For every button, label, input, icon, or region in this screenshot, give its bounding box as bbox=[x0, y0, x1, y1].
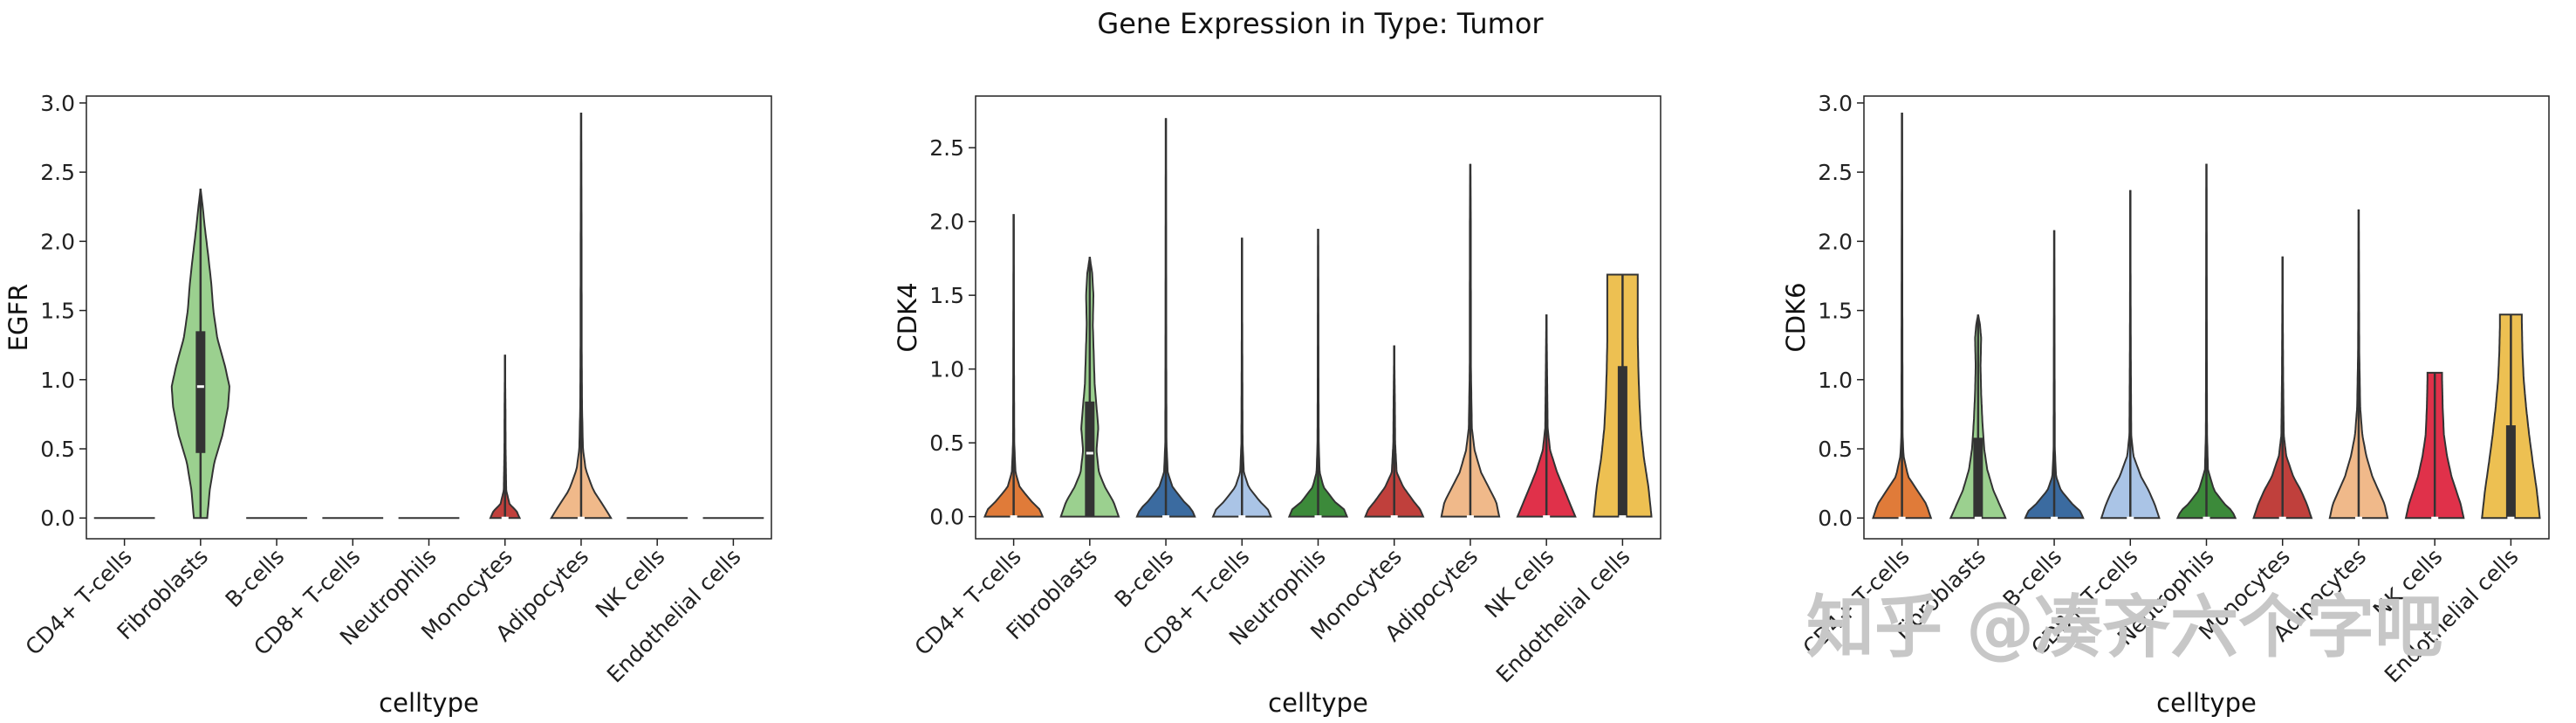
violin-cd4-t-cells bbox=[983, 214, 1045, 519]
y-tick-label: 0.5 bbox=[929, 430, 964, 456]
violin-fibroblasts bbox=[170, 189, 230, 520]
violin-neutrophils bbox=[1287, 229, 1349, 519]
violin-iqr-box bbox=[195, 331, 206, 453]
y-tick-label: 1.5 bbox=[929, 283, 964, 308]
y-tick-label: 0.5 bbox=[1818, 437, 1853, 462]
y-tick-label: 2.5 bbox=[40, 160, 75, 185]
axes-frame bbox=[86, 95, 772, 540]
y-tick-label: 2.0 bbox=[1818, 229, 1853, 254]
y-tick-label: 3.0 bbox=[40, 91, 75, 116]
axes-frame bbox=[975, 95, 1661, 540]
violin-cd4-t-cells bbox=[1872, 113, 1933, 520]
y-axis-label: EGFR bbox=[3, 284, 33, 352]
x-tick-label: CD4+ T-cells bbox=[910, 544, 1026, 660]
x-axis-label: celltype bbox=[1268, 688, 1368, 718]
violin-monocytes bbox=[489, 355, 522, 520]
axes-frame bbox=[1863, 95, 2550, 540]
violin-b-cells bbox=[1135, 118, 1196, 519]
y-tick-label: 1.5 bbox=[1818, 299, 1853, 324]
y-tick-label: 2.0 bbox=[929, 210, 964, 235]
x-tick-label: NK cells bbox=[1480, 544, 1559, 623]
y-tick-label: 1.0 bbox=[1818, 368, 1853, 393]
x-tick-label: CD4+ T-cells bbox=[21, 544, 137, 660]
y-tick-label: 0.0 bbox=[40, 506, 75, 531]
violin-monocytes bbox=[1364, 345, 1425, 519]
violin-fibroblasts bbox=[1949, 314, 2007, 520]
violin-iqr-box bbox=[1973, 437, 1983, 519]
x-tick-label: NK cells bbox=[591, 544, 670, 623]
violin-nk-cells bbox=[2404, 371, 2465, 520]
violin-iqr-box bbox=[1617, 366, 1627, 517]
y-tick-label: 1.0 bbox=[929, 357, 964, 382]
violin-endothelial-cells bbox=[2481, 313, 2541, 520]
x-axis-label: celltype bbox=[2156, 688, 2257, 718]
violin-fibroblasts bbox=[1059, 257, 1120, 518]
violin-endothelial-cells bbox=[1593, 273, 1653, 519]
violin-adipocytes bbox=[550, 112, 613, 520]
y-tick-label: 1.5 bbox=[40, 299, 75, 324]
y-tick-label: 2.5 bbox=[929, 135, 964, 161]
violin-neutrophils bbox=[2175, 163, 2237, 520]
violin-cd8-t-cells bbox=[2100, 189, 2161, 520]
watermark: 知乎 @凑齐六个字吧 bbox=[1806, 589, 2442, 667]
violin-adipocytes bbox=[1440, 163, 1501, 519]
x-tick-label: Endothelial cells bbox=[602, 544, 746, 688]
x-axis-label: celltype bbox=[379, 688, 479, 718]
violin-adipocytes bbox=[2328, 209, 2389, 520]
violin-monocytes bbox=[2252, 256, 2313, 520]
y-tick-label: 2.5 bbox=[1818, 160, 1853, 185]
y-tick-label: 0.5 bbox=[40, 437, 75, 462]
violin-nk-cells bbox=[1516, 314, 1577, 519]
x-tick-label: B-cells bbox=[1110, 544, 1179, 613]
y-tick-label: 0.0 bbox=[929, 505, 964, 530]
x-tick-label: B-cells bbox=[221, 544, 290, 613]
violin-b-cells bbox=[2024, 230, 2085, 520]
y-tick-label: 1.0 bbox=[40, 368, 75, 393]
y-axis-label: CDK6 bbox=[1781, 282, 1811, 352]
figure-title: Gene Expression in Type: Tumor bbox=[1097, 7, 1544, 40]
y-tick-label: 0.0 bbox=[1818, 506, 1853, 531]
y-axis-label: CDK4 bbox=[893, 282, 922, 352]
violin-cd8-t-cells bbox=[1211, 238, 1272, 519]
x-tick-label: Endothelial cells bbox=[1491, 544, 1635, 688]
violin-iqr-box bbox=[1085, 401, 1095, 517]
y-tick-label: 3.0 bbox=[1818, 91, 1853, 116]
y-tick-label: 2.0 bbox=[40, 229, 75, 254]
violin-iqr-box bbox=[2505, 425, 2516, 519]
